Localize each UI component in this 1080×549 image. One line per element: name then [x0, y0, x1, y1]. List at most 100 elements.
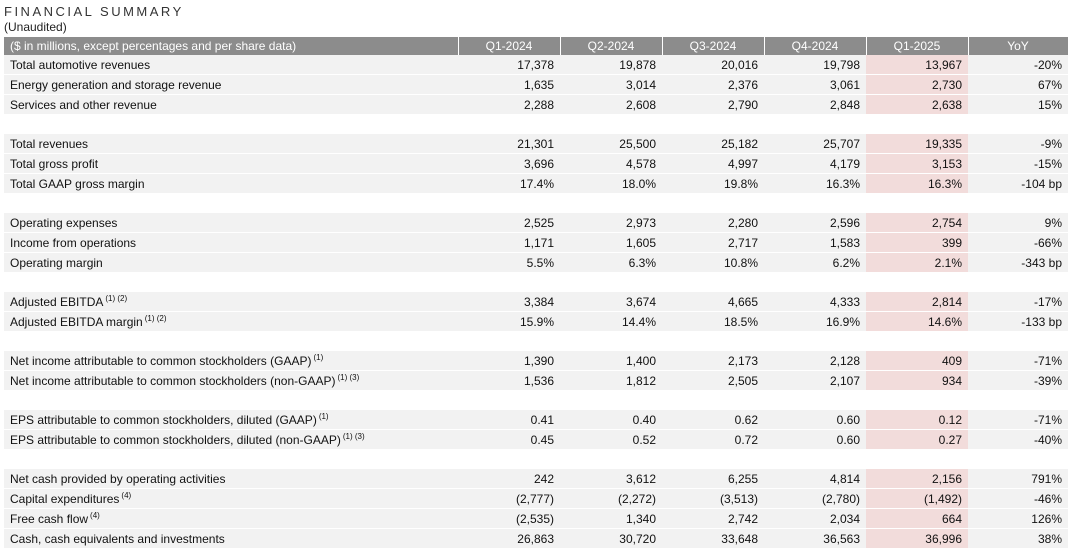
cell-yoy: -40% — [968, 429, 1068, 450]
row-label-cell: Net cash provided by operating activitie… — [4, 469, 458, 489]
cell-q1-2025: 2,754 — [866, 213, 968, 233]
cell-yoy: 126% — [968, 508, 1068, 529]
cell-q4-2024: 4,179 — [764, 153, 866, 174]
spacer-cell — [4, 272, 1068, 292]
cell-q1-2024: 1,635 — [458, 74, 560, 95]
row-label: Operating margin — [10, 255, 103, 270]
page-subtitle: (Unaudited) — [4, 20, 67, 34]
cell-q3-2024: 19.8% — [662, 173, 764, 194]
table-row: Net income attributable to common stockh… — [4, 351, 1068, 371]
spacer-cell — [4, 193, 1068, 213]
group-spacer — [4, 331, 1068, 351]
spacer-cell — [4, 331, 1068, 351]
cell-q3-2024: 25,182 — [662, 134, 764, 154]
row-label: Cash, cash equivalents and investments — [10, 531, 225, 546]
cell-yoy: -133 bp — [968, 311, 1068, 332]
cell-q2-2024: (2,272) — [560, 488, 662, 509]
cell-q4-2024: 6.2% — [764, 252, 866, 273]
row-label: Adjusted EBITDA — [10, 294, 104, 309]
cell-yoy: -20% — [968, 55, 1068, 75]
cell-q4-2024: 4,814 — [764, 469, 866, 489]
cell-q3-2024: 2,742 — [662, 508, 764, 529]
row-label-cell: Income from operations — [4, 232, 458, 253]
cell-q1-2025: 2,638 — [866, 94, 968, 115]
cell-q1-2024: 1,171 — [458, 232, 560, 253]
table-row: Adjusted EBITDA (1) (2) 3,384 3,674 4,665 4,3… — [4, 292, 1068, 312]
cell-q3-2024: 2,717 — [662, 232, 764, 253]
cell-q2-2024: 1,812 — [560, 370, 662, 391]
cell-q4-2024: 2,034 — [764, 508, 866, 529]
cell-q3-2024: 2,173 — [662, 351, 764, 371]
spacer-cell — [4, 390, 1068, 410]
row-label: Operating expenses — [10, 215, 118, 230]
cell-q4-2024: 16.3% — [764, 173, 866, 194]
table-row: Services and other revenue 2,288 2,608 2,79… — [4, 94, 1068, 115]
cell-q1-2024: 5.5% — [458, 252, 560, 273]
cell-q3-2024: 33,648 — [662, 528, 764, 549]
cell-q2-2024: 0.52 — [560, 429, 662, 450]
cell-q4-2024: 2,596 — [764, 213, 866, 233]
cell-yoy: 791% — [968, 469, 1068, 489]
financial-table: ($ in millions, except percentages and p… — [4, 37, 1069, 549]
column-header-q1-2025: Q1-2025 — [866, 37, 969, 55]
row-label-cell: Capital expenditures (4) — [4, 488, 458, 509]
cell-yoy: 67% — [968, 74, 1068, 95]
cell-q4-2024: 25,707 — [764, 134, 866, 154]
row-label-cell: Cash, cash equivalents and investments — [4, 528, 458, 549]
footnote-ref: (1) (3) — [337, 372, 360, 382]
cell-yoy: -17% — [968, 292, 1068, 312]
cell-q1-2024: (2,535) — [458, 508, 560, 529]
footnote-ref: (1) (3) — [342, 431, 365, 441]
table-header-row: ($ in millions, except percentages and p… — [4, 37, 1069, 55]
cell-q3-2024: 4,997 — [662, 153, 764, 174]
group-spacer — [4, 390, 1068, 410]
page-title: FINANCIAL SUMMARY — [4, 4, 184, 19]
cell-q1-2025: 14.6% — [866, 311, 968, 332]
cell-q1-2025: 2.1% — [866, 252, 968, 273]
cell-q4-2024: 2,128 — [764, 351, 866, 371]
row-label: Services and other revenue — [10, 97, 157, 112]
row-label: Total gross profit — [10, 156, 99, 171]
cell-q3-2024: 10.8% — [662, 252, 764, 273]
footnote-ref: (4) — [90, 510, 100, 520]
table-row: Capital expenditures (4) (2,777) (2,272) (3,… — [4, 488, 1068, 509]
table-row: Operating expenses 2,525 2,973 2,280 2,596 2,… — [4, 213, 1068, 233]
footnote-ref: (1) (2) — [105, 293, 128, 303]
cell-q4-2024: 16.9% — [764, 311, 866, 332]
row-label-cell: Adjusted EBITDA margin (1) (2) — [4, 311, 458, 332]
column-header-q1-2024: Q1-2024 — [458, 37, 561, 55]
table-row: Net income attributable to common stockh… — [4, 370, 1068, 391]
cell-q2-2024: 18.0% — [560, 173, 662, 194]
cell-q4-2024: 2,107 — [764, 370, 866, 391]
table-row: Total gross profit 3,696 4,578 4,997 4,179 3,… — [4, 153, 1068, 174]
row-label-cell: Total GAAP gross margin — [4, 173, 458, 194]
row-label-cell: EPS attributable to common stockholders,… — [4, 410, 458, 430]
cell-q1-2025: 2,814 — [866, 292, 968, 312]
table-row: Free cash flow (4) (2,535) 1,340 2,742 2,034 6… — [4, 508, 1068, 529]
table-row: Operating margin 5.5% 6.3% 10.8% 6.2% 2.1% -34… — [4, 252, 1068, 273]
row-label: Net cash provided by operating activitie… — [10, 471, 226, 486]
cell-q2-2024: 4,578 — [560, 153, 662, 174]
group-spacer — [4, 193, 1068, 213]
row-label-cell: Net income attributable to common stockh… — [4, 351, 458, 371]
group-spacer — [4, 114, 1068, 134]
cell-q2-2024: 1,605 — [560, 232, 662, 253]
cell-yoy: -15% — [968, 153, 1068, 174]
table-row: EPS attributable to common stockholders,… — [4, 410, 1068, 430]
cell-q1-2025: 13,967 — [866, 55, 968, 75]
cell-yoy: -46% — [968, 488, 1068, 509]
cell-q1-2025: 934 — [866, 370, 968, 391]
cell-yoy: -66% — [968, 232, 1068, 253]
cell-q1-2024: 2,525 — [458, 213, 560, 233]
cell-q1-2025: 36,996 — [866, 528, 968, 549]
cell-q1-2024: 0.45 — [458, 429, 560, 450]
cell-q3-2024: 6,255 — [662, 469, 764, 489]
spacer-cell — [4, 449, 1068, 469]
row-label-cell: Total automotive revenues — [4, 55, 458, 75]
footnote-ref: (1) — [313, 352, 324, 362]
row-label-cell: Total revenues — [4, 134, 458, 154]
row-label-cell: Total gross profit — [4, 153, 458, 174]
cell-yoy: -39% — [968, 370, 1068, 391]
cell-q1-2024: 26,863 — [458, 528, 560, 549]
